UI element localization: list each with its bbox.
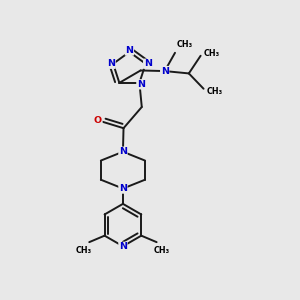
Text: CH₃: CH₃	[176, 40, 193, 49]
Text: N: N	[144, 59, 152, 68]
Text: N: N	[119, 147, 127, 156]
Text: N: N	[119, 184, 127, 193]
Text: O: O	[94, 116, 102, 125]
Text: CH₃: CH₃	[204, 49, 220, 58]
Text: N: N	[107, 59, 115, 68]
Text: CH₃: CH₃	[154, 246, 170, 255]
Text: N: N	[137, 80, 145, 89]
Text: N: N	[125, 46, 134, 55]
Text: CH₃: CH₃	[76, 246, 92, 255]
Text: N: N	[161, 67, 169, 76]
Text: N: N	[119, 242, 127, 251]
Text: CH₃: CH₃	[206, 87, 223, 96]
